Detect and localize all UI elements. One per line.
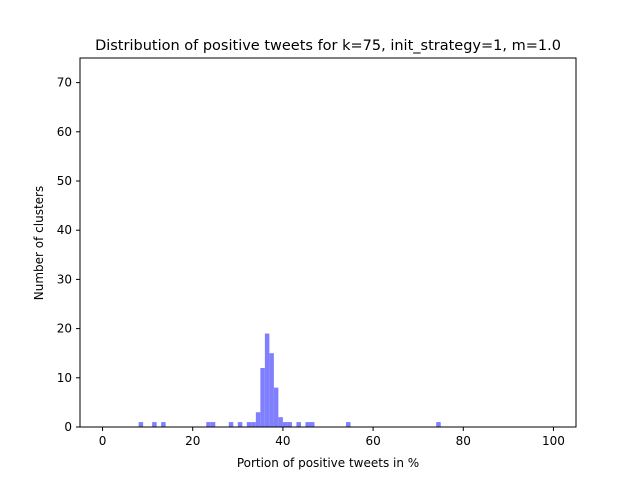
y-tick-label: 30 (57, 272, 72, 286)
histogram-bar (246, 422, 252, 427)
histogram-bar (255, 412, 261, 427)
y-tick-label: 40 (57, 223, 72, 237)
histogram-bar (305, 422, 310, 427)
x-axis: 0 20 40 60 80 100 (99, 427, 565, 448)
y-tick-label: 70 (57, 76, 72, 90)
histogram-bar (269, 353, 274, 427)
y-tick-label: 0 (64, 420, 72, 434)
y-axis-label: Number of clusters (32, 186, 46, 300)
histogram-bar (436, 422, 441, 427)
plot-frame (79, 57, 577, 428)
histogram-bar (251, 422, 256, 427)
chart-title: Distribution of positive tweets for k=75… (95, 38, 561, 54)
y-tick-label: 10 (57, 371, 72, 385)
histogram-bar (287, 422, 292, 427)
histogram-bar (278, 417, 283, 427)
x-tick-label: 40 (275, 434, 290, 448)
y-axis: 0 10 20 30 40 50 60 70 (57, 76, 80, 434)
histogram-bar (206, 422, 211, 427)
y-tick-label: 60 (57, 125, 72, 139)
x-tick-label: 0 (99, 434, 107, 448)
x-tick-label: 100 (542, 434, 565, 448)
histogram-bar (161, 422, 166, 427)
histogram-bar (228, 422, 234, 427)
y-tick-label: 50 (57, 174, 72, 188)
x-axis-label: Portion of positive tweets in % (237, 456, 419, 470)
histogram-bar (346, 422, 351, 427)
histogram-bar (264, 333, 270, 427)
histogram-bar (273, 387, 279, 427)
histogram-bar (210, 422, 216, 427)
x-tick-label: 60 (365, 434, 380, 448)
bars-group (138, 333, 441, 427)
x-tick-label: 80 (456, 434, 471, 448)
histogram-bar (138, 422, 144, 427)
histogram-bar (309, 422, 315, 427)
y-tick-label: 20 (57, 322, 72, 336)
histogram-bar (260, 367, 265, 427)
histogram-bar (282, 422, 288, 427)
x-tick-label: 20 (185, 434, 200, 448)
histogram-bar (296, 422, 301, 427)
histogram-bar (152, 422, 157, 427)
histogram-bar (237, 422, 243, 427)
